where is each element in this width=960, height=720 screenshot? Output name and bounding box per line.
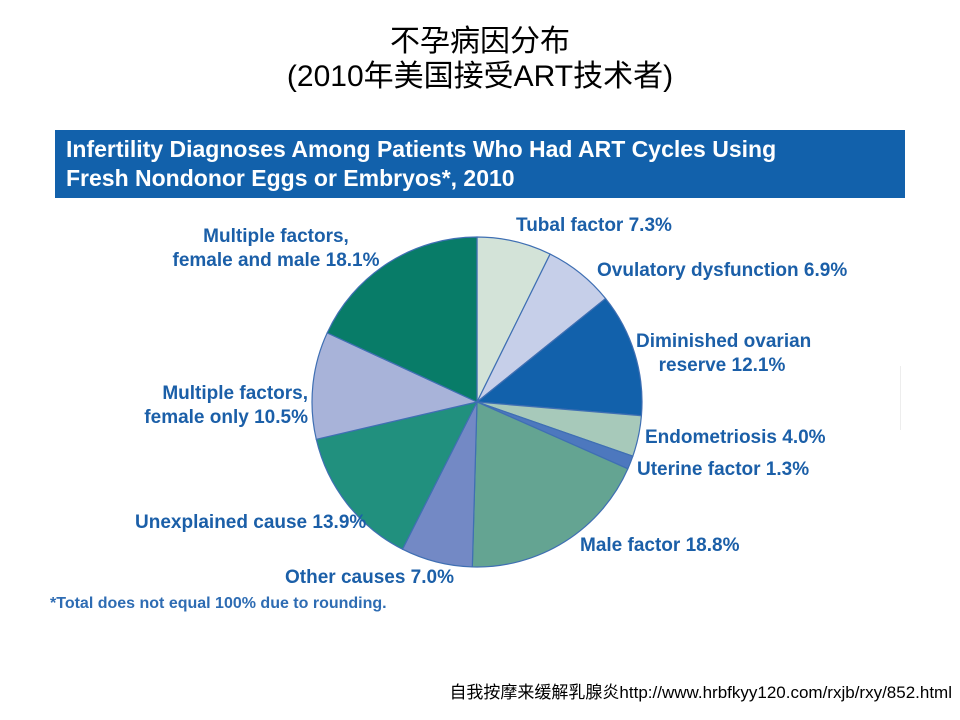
pie-slice-unexplained-cause	[315, 401, 478, 550]
faint-divider-line	[900, 366, 901, 430]
chart-title-line1: Infertility Diagnoses Among Patients Who…	[66, 136, 777, 162]
pie-label-endometriosis: Endometriosis 4.0%	[645, 427, 826, 448]
pie-label-uterine-factor: Uterine factor 1.3%	[637, 459, 810, 480]
pie-label-diminished-ovarian-reserve: Diminished ovarian reserve 12.1%	[636, 331, 812, 376]
chart-title-banner: Infertility Diagnoses Among Patients Who…	[55, 130, 905, 198]
pie-label-multiple-factors-female-and-male: Multiple factors, female and male 18.1%	[172, 226, 380, 271]
pie-label-male-factor: Male factor 18.8%	[580, 535, 740, 556]
pie-slice-diminished-ovarian-reserve	[476, 297, 643, 417]
slide-title: 不孕病因分布 (2010年美国接受ART技术者)	[0, 24, 960, 94]
slide-footer-text: 自我按摩来缓解乳腺炎http://www.hrbfkyy120.com/rxjb…	[449, 683, 952, 702]
chart-title-line2: Fresh Nondonor Eggs or Embryos*, 2010	[66, 165, 515, 191]
slide-title-line2: (2010年美国接受ART技术者)	[286, 60, 674, 93]
pie-label-multiple-factors-female-only: Multiple factors, female only 10.5%	[144, 383, 308, 428]
pie-label-ovulatory-dysfunction: Ovulatory dysfunction 6.9%	[597, 260, 848, 281]
pie-label-other-causes: Other causes 7.0%	[285, 567, 454, 588]
pie-label-tubal-factor: Tubal factor 7.3%	[516, 215, 672, 236]
chart-footnote: *Total does not equal 100% due to roundi…	[50, 595, 387, 612]
pie-slice-multiple-factors-female-only	[311, 332, 478, 440]
pie-slice-multiple-factors-female-and-male	[326, 236, 478, 403]
pie-label-unexplained-cause: Unexplained cause 13.9%	[135, 512, 367, 533]
pie-slice-male-factor	[471, 401, 629, 568]
slide-title-line1: 不孕病因分布	[390, 25, 570, 58]
